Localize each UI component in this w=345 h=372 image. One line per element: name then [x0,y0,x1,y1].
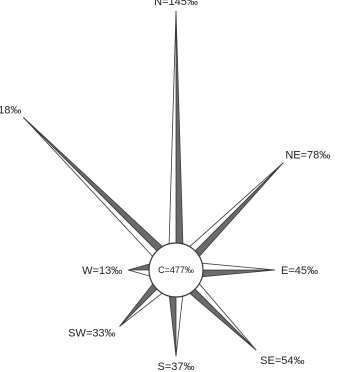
ray-nw-light [23,117,161,260]
ray-n-light [168,10,177,248]
label-sw: SW=33‰ [68,327,115,339]
ray-s-dark [168,292,177,357]
label-w: W=13‰ [82,265,122,277]
ray-sw-dark [119,280,161,327]
ray-s-light [175,292,184,357]
ray-ne-dark [191,162,284,260]
ray-sw-light [119,285,166,327]
ray-se-dark [186,285,257,351]
direction-labels: N=145‰ NE=78‰ E=45‰ SE=54‰ S=37‰ SW=33‰ W=13‰ N… [0,0,330,372]
wind-rose-rays [23,10,284,357]
ray-e-light [198,262,276,271]
calm-circle [148,242,204,298]
label-e: E=45‰ [281,265,318,277]
label-n: N=145‰ [154,0,198,8]
label-se: SE=54‰ [260,355,304,367]
ray-ne-light [186,162,284,255]
ray-se-light [191,280,257,351]
label-ne: NE=78‰ [285,150,330,162]
label-s: S=37‰ [158,361,195,372]
calm-label: C=477‰ [158,265,194,275]
ray-n-dark [175,10,184,248]
ray-nw-dark [23,117,166,255]
ray-e-dark [198,269,276,278]
label-nw: NW=118‰ [0,104,21,116]
